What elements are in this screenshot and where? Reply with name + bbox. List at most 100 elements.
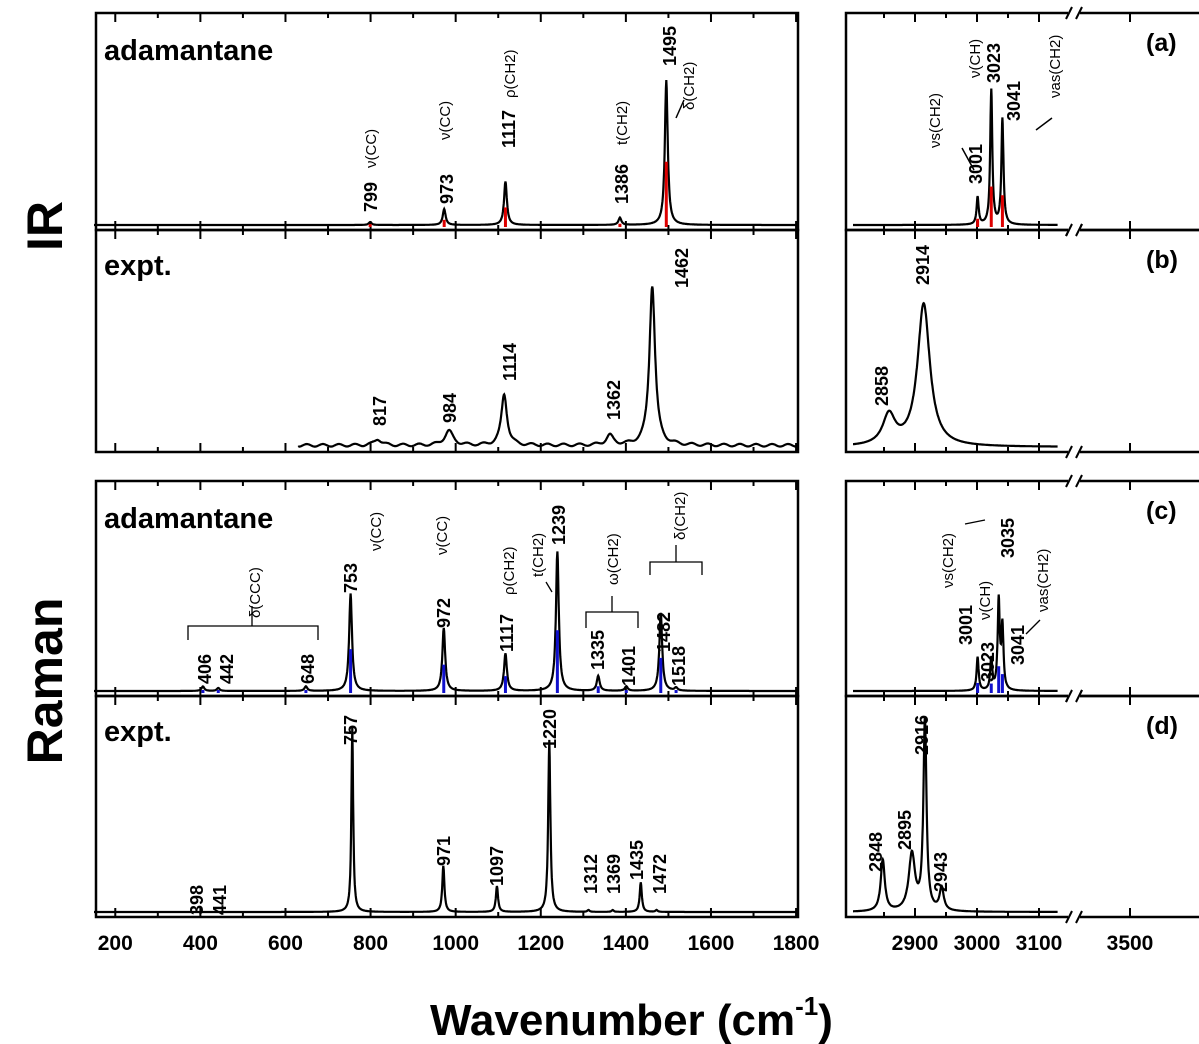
x-tick-label: 2900	[892, 932, 939, 955]
peak-label: 1239	[549, 505, 569, 545]
mode-annotation: t(CH2)	[530, 533, 547, 577]
mode-annotation: δ(CH2)	[672, 492, 689, 540]
x-tick-label: 1600	[688, 932, 735, 955]
mode-annotation: δ(CH2)	[681, 62, 698, 110]
peak-label: 972	[434, 598, 454, 628]
peak-label: 3001	[966, 144, 986, 184]
x-axis-title: Wavenumber (cm-1)	[430, 991, 833, 1044]
peak-label: 1220	[540, 709, 560, 749]
spectrum-b-right	[852, 301, 1058, 448]
spectrum-d-left	[94, 726, 797, 914]
axis-break-mark	[1065, 445, 1073, 459]
peak-label: 1435	[627, 840, 647, 880]
x-tick-label: 800	[353, 932, 388, 955]
peak-label: 1495	[660, 26, 680, 66]
x-tick-label: 1400	[603, 932, 650, 955]
peak-label: 3023	[978, 642, 998, 682]
peak-label: 442	[217, 654, 237, 684]
mode-annotation: ν(CC)	[437, 101, 454, 140]
spectra-curves	[94, 79, 1058, 914]
peak-label: 2943	[931, 852, 951, 892]
peak-label: 1117	[499, 110, 519, 148]
mode-annotation: νas(CH2)	[1047, 35, 1064, 98]
peak-labels: (a) adamantane (b) expt. (c) adamantane (d) exp…	[98, 26, 1178, 955]
peak-label: 1369	[604, 854, 624, 894]
peak-label: 753	[341, 563, 361, 593]
mode-annotation: δ(CCC)	[247, 567, 264, 618]
peak-label: 2858	[872, 366, 892, 406]
annotation-arrow	[1025, 619, 1041, 635]
axis-break-mark	[1075, 223, 1083, 237]
axis-break-mark	[1075, 6, 1083, 20]
peak-label: 1462	[672, 248, 692, 288]
annotation-arrow	[1035, 117, 1053, 131]
panel-letter: (a)	[1146, 29, 1177, 57]
peak-label: 1097	[487, 846, 507, 886]
panel-letter: (c)	[1146, 497, 1177, 525]
peak-label: 1518	[669, 646, 689, 686]
peak-label: 757	[341, 715, 361, 745]
raman-row-label: Raman	[17, 598, 73, 765]
panel-name: adamantane	[104, 35, 273, 67]
spectrum-c-right	[853, 594, 1058, 693]
axis-break-mark	[1075, 910, 1083, 924]
x-tick-label: 200	[98, 932, 133, 955]
peak-label: 2916	[912, 715, 932, 755]
mode-annotation: ω(CH2)	[605, 533, 622, 585]
right-panel-frame	[844, 228, 1199, 454]
x-tick-label: 600	[268, 932, 303, 955]
mode-annotation: νs(CH2)	[927, 93, 944, 148]
annotation-arrow	[545, 581, 553, 593]
peak-label: 648	[298, 654, 318, 684]
panel-name: expt.	[104, 250, 172, 282]
mode-annotations: ν(CC) ν(CC) ρ(CH2) t(CH2) δ(CH2) ν(CH) νs(CH2)…	[187, 35, 1064, 640]
right-panel-frame	[844, 694, 1199, 919]
panel-frames	[94, 6, 1199, 924]
mode-annotation: ν(CH)	[967, 39, 984, 78]
bracket	[649, 545, 703, 575]
peak-label: 3001	[956, 605, 976, 645]
spectrum-a-right	[853, 88, 1058, 227]
ir-row-label: IR	[17, 201, 73, 251]
left-panel-frame	[94, 694, 800, 919]
peak-label: 3041	[1008, 625, 1028, 665]
mode-annotation: ρ(CH2)	[502, 49, 519, 98]
mode-annotation: νs(CH2)	[940, 533, 957, 588]
peak-label: 1335	[588, 630, 608, 670]
x-tick-label: 3500	[1107, 932, 1154, 955]
peak-label: 441	[210, 885, 230, 915]
peak-label: 1117	[497, 614, 517, 652]
peak-label: 1312	[581, 854, 601, 894]
peak-label: 1362	[604, 380, 624, 420]
spectrum-c-left	[94, 551, 797, 693]
spectrum-a-left	[94, 79, 797, 227]
axis-break-mark	[1075, 689, 1083, 703]
annotation-arrow	[961, 147, 975, 171]
spectrum-d-right	[853, 716, 1058, 913]
peak-label: 3023	[984, 43, 1004, 83]
peak-label: 398	[187, 885, 207, 915]
x-tick-label: 1200	[517, 932, 564, 955]
peak-label: 1401	[619, 646, 639, 686]
x-tick-label: 3100	[1016, 932, 1063, 955]
peak-label: 2914	[913, 245, 933, 285]
annotation-arrow	[964, 519, 986, 525]
peak-label: 3035	[998, 518, 1018, 558]
peak-label: 406	[195, 654, 215, 684]
peak-label: 2848	[866, 832, 886, 872]
annotation-arrow	[675, 99, 685, 119]
panel-name: adamantane	[104, 503, 273, 535]
mode-annotation: ν(CC)	[363, 129, 380, 168]
peak-label: 799	[361, 182, 381, 212]
panel-letter: (b)	[1146, 246, 1178, 274]
peak-label: 1386	[612, 164, 632, 204]
peak-label: 973	[437, 174, 457, 204]
axis-break-mark	[1075, 474, 1083, 488]
mode-annotation: ν(CH)	[977, 581, 994, 620]
axis-break-mark	[1065, 474, 1073, 488]
peak-label: 1472	[650, 854, 670, 894]
x-tick-label: 1000	[432, 932, 479, 955]
axis-break-mark	[1065, 689, 1073, 703]
axis-break-mark	[1075, 445, 1083, 459]
